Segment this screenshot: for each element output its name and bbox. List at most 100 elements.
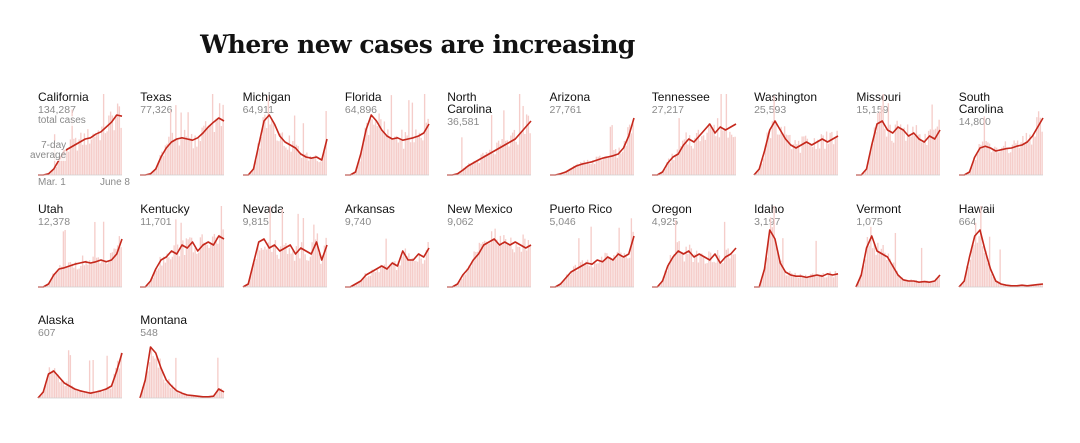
daily-bar xyxy=(568,168,571,175)
daily-bar xyxy=(364,272,366,287)
daily-bar xyxy=(817,139,819,175)
daily-bar xyxy=(277,258,280,287)
daily-bar xyxy=(1034,284,1036,287)
daily-bar xyxy=(401,256,403,287)
daily-bar xyxy=(184,254,186,287)
state-chart: California 134,287 total cases 7-day averag… xyxy=(30,91,130,191)
daily-bar xyxy=(914,135,916,175)
daily-bar xyxy=(496,142,498,175)
daily-bar xyxy=(74,137,77,175)
daily-bar xyxy=(279,133,281,175)
daily-bar xyxy=(561,280,564,287)
daily-bar xyxy=(875,254,878,287)
daily-bar xyxy=(402,148,405,175)
daily-bar xyxy=(71,109,73,175)
daily-bar xyxy=(985,250,987,287)
daily-bar xyxy=(600,160,602,175)
daily-bar xyxy=(527,239,530,287)
daily-bar xyxy=(385,135,387,175)
daily-bar xyxy=(1027,141,1029,175)
daily-bar xyxy=(489,149,491,175)
daily-bar xyxy=(477,160,479,175)
daily-bar xyxy=(178,393,181,398)
total-cases: 27,761 xyxy=(549,104,582,116)
daily-bar xyxy=(178,145,181,175)
daily-bar xyxy=(870,226,872,287)
daily-bar xyxy=(891,263,893,287)
daily-bar xyxy=(938,276,941,287)
daily-bar xyxy=(882,244,885,287)
daily-bar xyxy=(660,172,663,175)
daily-bar xyxy=(584,261,587,287)
sparkline-chart xyxy=(242,205,328,288)
daily-bar xyxy=(409,142,412,175)
daily-bar xyxy=(116,103,119,175)
daily-bar xyxy=(64,229,66,287)
daily-bar xyxy=(367,275,370,287)
daily-bar xyxy=(909,135,911,175)
daily-bar xyxy=(720,262,722,287)
daily-bar xyxy=(87,392,89,398)
daily-bar xyxy=(524,133,526,175)
daily-bar xyxy=(621,151,623,175)
state-chart: Oregon 4,925 xyxy=(651,203,742,303)
daily-bar xyxy=(360,149,363,175)
daily-bar xyxy=(893,262,895,287)
daily-bar xyxy=(672,253,675,287)
daily-bar xyxy=(777,249,779,287)
state-name: Texas xyxy=(140,90,172,104)
daily-bar xyxy=(833,144,835,175)
daily-bar xyxy=(665,162,668,175)
total-cases: 4,925 xyxy=(651,215,679,228)
daily-bar xyxy=(258,249,260,287)
daily-bar xyxy=(311,158,313,175)
daily-bar xyxy=(822,135,824,175)
state-chart: Montana 548 xyxy=(139,314,230,414)
daily-bar xyxy=(182,239,184,287)
daily-bar xyxy=(709,126,712,175)
daily-bar xyxy=(607,257,609,287)
daily-bar xyxy=(935,278,937,287)
daily-bar xyxy=(88,360,91,398)
daily-bar xyxy=(718,137,720,175)
daily-bar xyxy=(69,261,72,287)
daily-bar xyxy=(513,129,516,175)
daily-bar xyxy=(1021,135,1024,175)
daily-bar xyxy=(1039,117,1041,175)
daily-bar xyxy=(614,258,616,287)
average-line xyxy=(549,117,635,176)
daily-bar xyxy=(115,248,117,287)
daily-bar xyxy=(388,264,391,287)
daily-bar xyxy=(660,280,663,287)
state-chart: Utah 12,378 xyxy=(38,203,128,303)
daily-bar xyxy=(104,133,107,175)
daily-bar xyxy=(713,124,715,175)
daily-bar xyxy=(173,389,176,398)
daily-bar xyxy=(979,205,982,287)
daily-bar xyxy=(930,282,932,287)
sparkline-chart xyxy=(447,94,532,176)
daily-bar xyxy=(628,124,630,175)
daily-bar xyxy=(1035,117,1038,175)
daily-bar xyxy=(1032,284,1034,287)
daily-bar xyxy=(993,146,996,175)
sparkline-chart xyxy=(958,111,1044,176)
daily-bar xyxy=(510,237,512,287)
daily-bar xyxy=(64,386,66,398)
daily-bar xyxy=(62,380,65,398)
average-line xyxy=(242,114,328,176)
daily-bar xyxy=(367,135,370,175)
daily-bar xyxy=(888,103,890,175)
daily-bar xyxy=(219,234,221,287)
daily-bar xyxy=(305,259,308,287)
daily-bar xyxy=(415,260,417,287)
daily-bar xyxy=(387,129,389,175)
daily-bar xyxy=(771,226,774,287)
daily-bar xyxy=(99,140,101,175)
daily-bar xyxy=(39,394,42,398)
daily-bar xyxy=(53,272,56,287)
daily-bar xyxy=(80,132,82,175)
daily-bar xyxy=(198,138,200,175)
daily-bar xyxy=(422,263,424,287)
daily-bar xyxy=(394,136,396,175)
